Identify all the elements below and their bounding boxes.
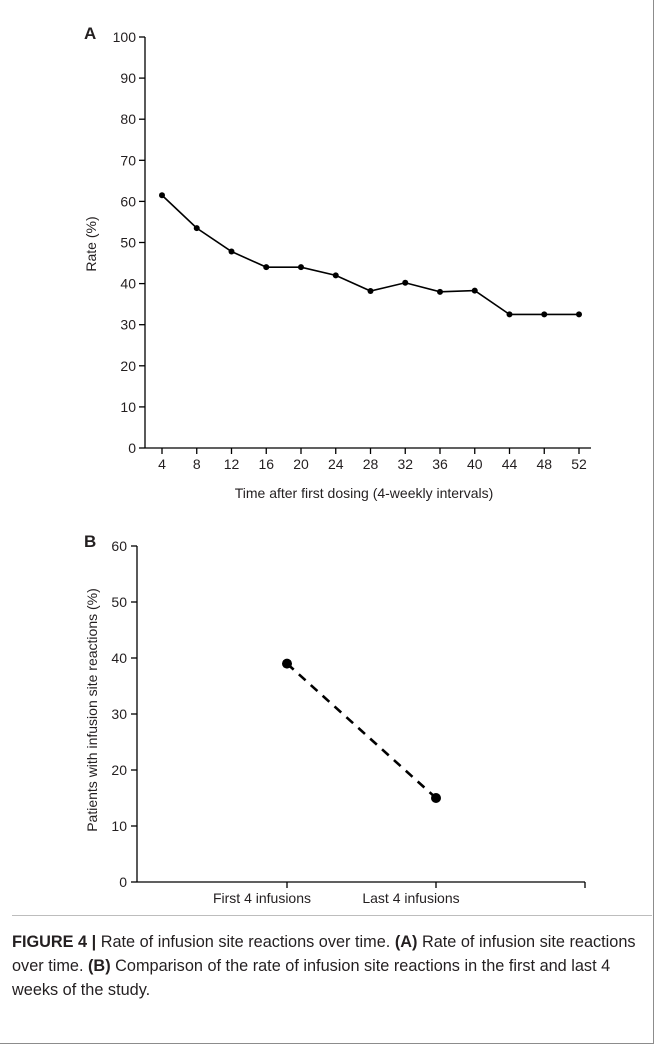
panel-a-x-tick-label: 36 <box>432 456 448 472</box>
panel-a-xlabel: Time after first dosing (4-weekly interv… <box>235 485 494 501</box>
panel-a-x-tick-label: 12 <box>224 456 240 472</box>
panel-b-series-line <box>286 662 437 799</box>
panel-a-x-tick-label: 8 <box>193 456 201 472</box>
panel-a-x-tick-label: 32 <box>397 456 413 472</box>
panel-a-series-line <box>161 194 579 316</box>
panel-a-data-point <box>437 288 443 295</box>
panel-a-x-tick-label: 40 <box>467 456 483 472</box>
panel-a-x-tick-label: 48 <box>536 456 552 472</box>
caption-intro: Rate of infusion site reactions over tim… <box>96 933 395 951</box>
panel-a-x-tick-label: 28 <box>363 456 379 472</box>
panel-a-y-tick-label: 90 <box>120 70 136 86</box>
panel-b-y-tick-label: 0 <box>119 874 127 890</box>
panel-b-data-point <box>431 793 441 803</box>
panel-a-y-tick-label: 60 <box>120 193 136 209</box>
panel-a-x-tick-label: 44 <box>502 456 518 472</box>
panel-b-ylabel: Patients with infusion site reactions (%… <box>84 588 100 832</box>
panel-b-y-tick-label: 30 <box>111 706 127 722</box>
caption-b-tag: (B) <box>88 957 111 975</box>
panel-a-y-tick-label: 0 <box>128 440 136 456</box>
panel-b-marks <box>282 658 441 803</box>
panel-a-data-point <box>541 311 548 318</box>
panel-a-data-point <box>263 264 270 271</box>
panel-b-y-tick-label: 20 <box>111 762 127 778</box>
panel-a-y-tick-label: 80 <box>120 111 136 127</box>
panel-a-y-tick-label: 20 <box>120 358 136 374</box>
panel-a-marks <box>159 192 582 318</box>
panel-a-data-point <box>367 287 374 294</box>
panel-a-data-point <box>402 279 409 286</box>
panel-a-data-point <box>506 311 513 318</box>
panel-b-x-tick-label: First 4 infusions <box>213 890 311 906</box>
figure-caption: FIGURE 4 | Rate of infusion site reactio… <box>12 930 648 1002</box>
panel-a-data-point <box>471 287 478 294</box>
caption-label: FIGURE 4 | <box>12 933 97 951</box>
panel-a-y-tick-label: 50 <box>120 235 136 251</box>
panel-b-y-tick-label: 60 <box>111 538 127 554</box>
panel-b-y-tick-label: 10 <box>111 818 127 834</box>
panel-a-data-point <box>228 248 235 255</box>
panel-a-data-point <box>332 272 339 279</box>
panel-a-data-point <box>159 192 165 199</box>
panel-a-data-point <box>576 311 582 318</box>
panel-a-y-tick-label: 70 <box>120 152 136 168</box>
caption-a-tag: (A) <box>394 933 418 951</box>
panel-b-y-tick-label: 40 <box>111 650 127 666</box>
panel-b-data-point <box>282 658 292 669</box>
panel-a-data-point <box>193 225 200 232</box>
panel-b-y-tick-label: 50 <box>111 594 127 610</box>
panel-b: B 0 10 20 30 40 50 60 First 4 infusions Last 4 i… <box>84 532 586 906</box>
panel-a-y-tick-label: 10 <box>120 399 136 415</box>
panel-a-x-tick-label: 52 <box>571 456 587 472</box>
panel-a-x-tick-label: 20 <box>293 456 309 472</box>
panel-b-axes: 0 10 20 30 40 50 60 First 4 infusions Last 4 inf… <box>111 538 586 906</box>
panel-a-letter: A <box>84 24 96 43</box>
panel-a-x-tick-label: 16 <box>258 456 274 472</box>
caption-a-text: Rate of infusion site reactions over tim… <box>12 933 636 975</box>
panel-b-letter: B <box>84 532 96 551</box>
caption-divider <box>12 915 652 916</box>
panel-a-x-tick-label: 4 <box>158 456 166 472</box>
panel-a-y-tick-label: 40 <box>120 276 136 292</box>
panel-a-ylabel: Rate (%) <box>83 216 99 271</box>
panel-a-x-tick-label: 24 <box>328 456 344 472</box>
panel-a-y-tick-label: 30 <box>120 317 136 333</box>
panel-a-y-tick-label: 100 <box>113 29 137 45</box>
panel-a-data-point <box>298 264 304 271</box>
caption-b-text: Comparison of the rate of infusion site … <box>12 957 611 999</box>
panel-b-x-tick-label: Last 4 infusions <box>362 890 459 906</box>
